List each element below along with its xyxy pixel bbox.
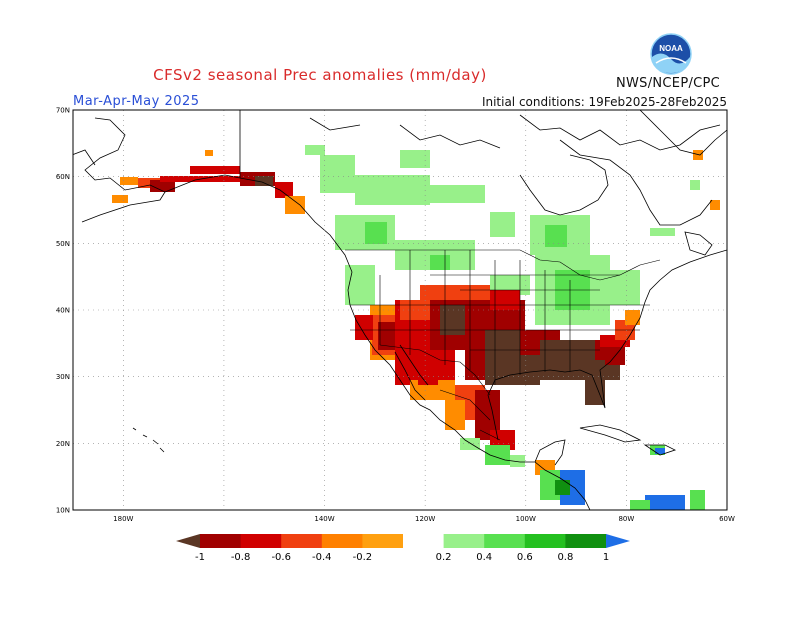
anomaly-map: 10N 20N 30N 40N 50N 60N 70N 180W 140W 120W 100W 80… <box>56 107 735 524</box>
legend-label: 0.6 <box>517 552 533 563</box>
lat-label-70N: 70N <box>56 107 70 115</box>
lat-label-10N: 10N <box>56 507 70 515</box>
legend-label: -1 <box>195 552 205 563</box>
legend-label: 0.8 <box>557 552 573 563</box>
legend-label: -0.4 <box>312 552 332 563</box>
lon-label-100W: 100W <box>516 515 536 523</box>
graticule <box>73 110 727 510</box>
lon-label-140W: 140W <box>314 515 334 523</box>
lat-label-60N: 60N <box>56 173 70 181</box>
legend-label: -0.6 <box>271 552 291 563</box>
legend-label: 0.4 <box>476 552 492 563</box>
lat-label-20N: 20N <box>56 440 70 448</box>
anomaly-central-america <box>460 150 720 510</box>
map-frame <box>72 109 728 511</box>
noaa-logo-icon: NOAA <box>650 33 692 75</box>
legend-label: -0.8 <box>231 552 251 563</box>
agency-label: NWS/NCEP/CPC <box>616 76 721 91</box>
lat-label-50N: 50N <box>56 240 70 248</box>
lon-label-80W: 80W <box>618 515 634 523</box>
lat-label-30N: 30N <box>56 373 70 381</box>
lon-label-180W: 180W <box>113 515 133 523</box>
coastlines <box>73 110 727 510</box>
legend-label: 1 <box>603 552 609 563</box>
lon-label-60W: 60W <box>719 515 735 523</box>
map-title: CFSv2 seasonal Prec anomalies (mm/day) <box>153 66 487 84</box>
anomaly-canada-wet <box>305 145 700 270</box>
season-label: Mar-Apr-May 2025 <box>73 94 200 109</box>
legend-label: 0.2 <box>436 552 452 563</box>
svg-text:NOAA: NOAA <box>659 44 683 53</box>
lat-label-40N: 40N <box>56 307 70 315</box>
initial-conditions-label: Initial conditions: 19Feb2025-28Feb2025 <box>481 95 727 109</box>
legend-label: -0.2 <box>353 552 373 563</box>
lon-label-120W: 120W <box>415 515 435 523</box>
political-borders <box>345 249 661 441</box>
